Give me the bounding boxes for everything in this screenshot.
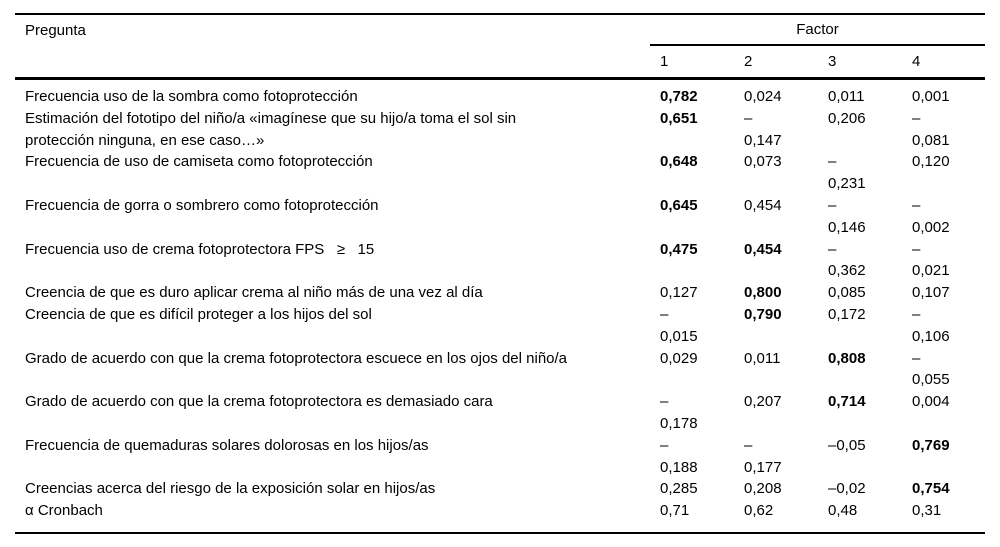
factor-loading-cell: –0,188 (660, 436, 698, 476)
question-cell: α Cronbach (25, 502, 103, 520)
factor-loading-cell: 0,769 (912, 436, 950, 454)
factor-loading-cell: 0,71 (660, 502, 690, 520)
table-row: Frecuencia uso de crema fotoprotectora F… (15, 239, 985, 283)
factor-loading-cell: –0,02 (828, 480, 866, 498)
table-row: Frecuencia de gorra o sombrero como foto… (15, 195, 985, 239)
question-cell: Frecuencia de gorra o sombrero como foto… (25, 196, 379, 214)
table-row: Creencias acerca del riesgo de la exposi… (15, 478, 985, 500)
table-row: α Cronbach 0,71 0,62 0,48 0,31 (15, 500, 985, 533)
factor-loading-cell: –0,231 (828, 153, 866, 193)
factor-loading-cell: 0,172 (828, 305, 866, 323)
factor-loading-cell: 0,004 (912, 393, 950, 411)
factor-loading-cell: 0,648 (660, 153, 698, 171)
table-row: Grado de acuerdo con que la crema fotopr… (15, 348, 985, 392)
factor-loading-cell: –0,05 (828, 436, 866, 454)
factor-loading-cell: 0,011 (744, 349, 781, 367)
table-row: Creencia de que es difícil proteger a lo… (15, 304, 985, 348)
factor-loading-cell: 0,790 (744, 305, 782, 323)
column-header-pregunta: Pregunta (15, 14, 650, 80)
factor-loading-cell: 0,475 (660, 240, 698, 258)
factor-column-header-1: 1 (650, 45, 734, 80)
question-cell: Creencia de que es difícil proteger a lo… (25, 305, 372, 323)
factor-loading-cell: –0,015 (660, 305, 698, 345)
factor-loading-cell: 0,800 (744, 284, 782, 302)
factor-loading-cell: 0,285 (660, 480, 698, 498)
factor-loading-cell: –0,106 (912, 305, 950, 345)
factor-loading-cell: 0,120 (912, 153, 950, 171)
factor-loading-cell: 0,206 (828, 109, 866, 127)
factor-loading-cell: –0,177 (744, 436, 782, 476)
factor-loading-cell: 0,085 (828, 284, 866, 302)
factor-loading-cell: 0,127 (660, 284, 698, 302)
factor-loading-cell: 0,808 (828, 349, 866, 367)
question-cell: Grado de acuerdo con que la crema fotopr… (25, 349, 568, 367)
question-cell: Frecuencia de quemaduras solares doloros… (25, 436, 429, 454)
factor-loading-cell: 0,62 (744, 502, 774, 520)
factor-column-header-3: 3 (818, 45, 902, 80)
question-cell: Frecuencia uso de la sombra como fotopro… (25, 88, 358, 105)
question-cell: Creencia de que es duro aplicar crema al… (25, 284, 483, 302)
factor-loading-cell: 0,454 (744, 196, 782, 214)
column-group-header-factor: Factor (650, 14, 986, 46)
table-row: Estimación del fototipo del niño/a «imag… (15, 108, 985, 152)
factor-loading-cell: 0,029 (660, 349, 698, 367)
question-cell: Frecuencia de uso de camiseta como fotop… (25, 153, 373, 171)
factor-loading-cell: –0,362 (828, 240, 866, 280)
factor-loading-cell: 0,024 (744, 88, 782, 105)
factor-loading-cell: 0,207 (744, 393, 782, 411)
factor-loading-cell: 0,48 (828, 502, 858, 520)
factor-loading-cell: 0,754 (912, 480, 950, 498)
table-body: Frecuencia uso de la sombra como fotopro… (15, 79, 985, 533)
table-row: Grado de acuerdo con que la crema fotopr… (15, 391, 985, 435)
factor-loading-cell: –0,178 (660, 393, 698, 432)
factor-loading-cell: 0,011 (828, 88, 865, 105)
header-subcolumns-row: 1 2 3 4 (15, 45, 986, 80)
table-row: Frecuencia de uso de camiseta como fotop… (15, 151, 985, 195)
question-cell: Creencias acerca del riesgo de la exposi… (25, 480, 436, 498)
factor-loading-cell: 0,651 (660, 109, 698, 127)
table-row: Creencia de que es duro aplicar crema al… (15, 282, 985, 304)
factor-column-header-2: 2 (734, 45, 818, 80)
question-cell: Estimación del fototipo del niño/a «imag… (25, 109, 517, 149)
factor-loading-cell: 0,31 (912, 502, 942, 520)
question-cell: Grado de acuerdo con que la crema fotopr… (25, 393, 493, 411)
factor-loading-cell: –0,147 (744, 109, 782, 149)
header-group-row: Pregunta Factor (15, 14, 986, 80)
factor-loading-cell: 0,073 (744, 153, 782, 171)
factor-loading-cell: –0,002 (912, 196, 950, 236)
factor-loading-cell: 0,645 (660, 196, 698, 214)
question-cell: Frecuencia uso de crema fotoprotectora F… (25, 240, 375, 258)
factor-loading-cell: 0,107 (912, 284, 950, 302)
factor-loading-cell: –0,021 (912, 240, 950, 280)
factor-loading-cell: 0,782 (660, 88, 698, 105)
factor-column-header-4: 4 (902, 45, 986, 80)
factor-loading-cell: –0,146 (828, 196, 866, 236)
factor-loading-cell: –0,055 (912, 349, 950, 389)
table-header: Pregunta Factor 1 2 3 4 (15, 14, 986, 80)
factor-loading-cell: –0,081 (912, 109, 950, 149)
factor-loading-cell: 0,208 (744, 480, 782, 498)
table-row: Frecuencia de quemaduras solares doloros… (15, 435, 985, 479)
factor-loading-cell: 0,454 (744, 240, 782, 258)
factor-analysis-table: Pregunta Factor 1 2 3 4 Frecuencia uso d… (15, 13, 986, 534)
factor-loading-cell: 0,001 (912, 88, 950, 105)
factor-loading-cell: 0,714 (828, 393, 866, 411)
table-row: Frecuencia uso de la sombra como fotopro… (15, 79, 985, 108)
